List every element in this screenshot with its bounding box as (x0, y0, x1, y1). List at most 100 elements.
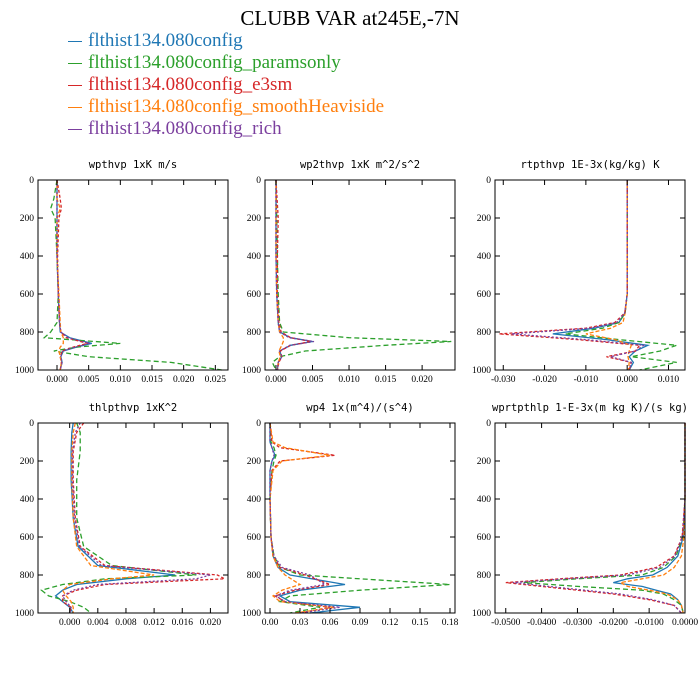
series-line (585, 180, 633, 371)
series-line (269, 423, 341, 614)
x-tick-label: -0.0300 (563, 618, 593, 628)
y-tick-label: 800 (247, 328, 262, 338)
y-tick-label: 400 (477, 252, 492, 262)
y-tick-label: 0 (29, 419, 34, 429)
series-line (269, 422, 336, 614)
y-tick-label: 200 (247, 214, 262, 224)
x-tick-label: 0.18 (442, 618, 459, 628)
x-tick-label: 0.016 (172, 618, 194, 628)
x-tick-label: 0.06 (322, 618, 339, 628)
y-tick-label: 0 (256, 419, 261, 429)
x-tick-label: -0.0200 (599, 618, 629, 628)
x-tick-label: -0.010 (574, 375, 599, 385)
y-tick-label: 1000 (15, 609, 34, 619)
x-tick-label: -0.0500 (491, 618, 521, 628)
series-line (269, 423, 361, 614)
plot-frame (37, 422, 229, 614)
x-tick-label: 0.15 (412, 618, 429, 628)
series-line (499, 180, 641, 371)
legend-item: flthist134.080config_smoothHeaviside (68, 96, 384, 118)
y-tick-label: 200 (20, 457, 35, 467)
y-tick-label: 1000 (472, 366, 491, 376)
x-tick-label: 0.020 (173, 375, 195, 385)
y-tick-label: 200 (20, 214, 35, 224)
series-line (512, 423, 686, 614)
series-line (56, 180, 91, 371)
x-tick-label: 0.008 (115, 618, 137, 628)
x-tick-label: 0.03 (292, 618, 309, 628)
plot-frame (37, 179, 229, 371)
x-tick-label: 0.010 (338, 375, 360, 385)
chart-panel: wpthvp 1xK m/s 0 200 400 600 800 1000 0.000 0.00… (15, 159, 229, 385)
legend-swatch (68, 40, 82, 42)
y-tick-label: 1000 (15, 366, 34, 376)
y-tick-label: 1000 (242, 609, 261, 619)
x-tick-label: 0.12 (382, 618, 399, 628)
plot-frame (264, 179, 456, 371)
panel-title: thlpthvp 1xK^2 (89, 402, 178, 414)
y-tick-label: 400 (247, 252, 262, 262)
x-tick-label: 0.000 (46, 375, 68, 385)
series-line (271, 179, 452, 371)
series-line (56, 180, 64, 371)
figure-title: CLUBB VAR at245E,-7N (240, 6, 460, 30)
panel-title: wprtpthlp 1-E-3x(m kg K)/(s kg) (492, 402, 688, 414)
y-tick-label: 200 (477, 214, 492, 224)
panel-title: wp4 1x(m^4)/(s^4) (306, 402, 413, 414)
y-tick-label: 400 (247, 495, 262, 505)
y-tick-label: 800 (477, 571, 492, 581)
y-tick-label: 800 (20, 328, 35, 338)
legend-swatch (68, 106, 82, 108)
chart-panel: wp2thvp 1xK m^2/s^2 0 200 400 600 800 1000 0.00… (242, 159, 456, 385)
series-line (61, 422, 155, 613)
y-tick-label: 0 (486, 176, 491, 186)
series-line (56, 180, 92, 371)
y-tick-label: 400 (20, 252, 35, 262)
legend: flthist134.080config flthist134.080confi… (68, 30, 384, 140)
legend-item: flthist134.080config_e3sm (68, 74, 384, 96)
x-tick-label: 0.000 (265, 375, 287, 385)
x-tick-label: 0.004 (87, 618, 109, 628)
plot-frame (264, 422, 456, 614)
y-tick-label: 1000 (472, 609, 491, 619)
y-tick-label: 600 (20, 533, 35, 543)
x-tick-label: 0.010 (110, 375, 132, 385)
y-tick-label: 800 (477, 328, 492, 338)
legend-label: flthist134.080config (88, 30, 243, 51)
chart-panel: wprtpthlp 1-E-3x(m kg K)/(s kg)0 200 400 60… (472, 402, 698, 628)
series-line (275, 180, 315, 371)
panel-title: wp2thvp 1xK m^2/s^2 (300, 159, 420, 171)
series-line (275, 179, 312, 371)
x-tick-label: 0.010 (658, 375, 680, 385)
legend-label: flthist134.080config_e3sm (88, 74, 293, 95)
x-tick-label: 0.012 (143, 618, 165, 628)
y-tick-label: 600 (477, 533, 492, 543)
x-tick-label: 0.025 (205, 375, 227, 385)
x-tick-label: 0.0000 (672, 618, 698, 628)
y-tick-label: 0 (256, 176, 261, 186)
x-tick-label: 0.015 (141, 375, 163, 385)
series-line (618, 423, 686, 614)
chart-panel: thlpthvp 1xK^2 0 200 400 600 800 1000 0.000 0.00… (15, 402, 229, 628)
legend-label: flthist134.080config_paramsonly (88, 52, 341, 73)
legend-label: flthist134.080config_smoothHeaviside (88, 96, 385, 117)
legend-item: flthist134.080config_rich (68, 118, 384, 140)
panel-title: wpthvp 1xK m/s (89, 159, 178, 171)
x-tick-label: 0.005 (302, 375, 324, 385)
x-tick-label: 0.000 (616, 375, 638, 385)
y-tick-label: 600 (247, 533, 262, 543)
legend-label: flthist134.080config_rich (88, 118, 282, 139)
series-line (269, 422, 451, 614)
x-tick-label: -0.020 (532, 375, 557, 385)
legend-item: flthist134.080config (68, 30, 384, 52)
x-tick-label: -0.030 (491, 375, 516, 385)
y-tick-label: 0 (486, 419, 491, 429)
legend-swatch (68, 84, 82, 86)
series-line (275, 180, 313, 371)
series-line (54, 422, 176, 614)
y-tick-label: 1000 (242, 366, 261, 376)
panel-title: rtpthvp 1E-3x(kg/kg) K (520, 159, 660, 171)
x-tick-label: 0.005 (78, 375, 100, 385)
